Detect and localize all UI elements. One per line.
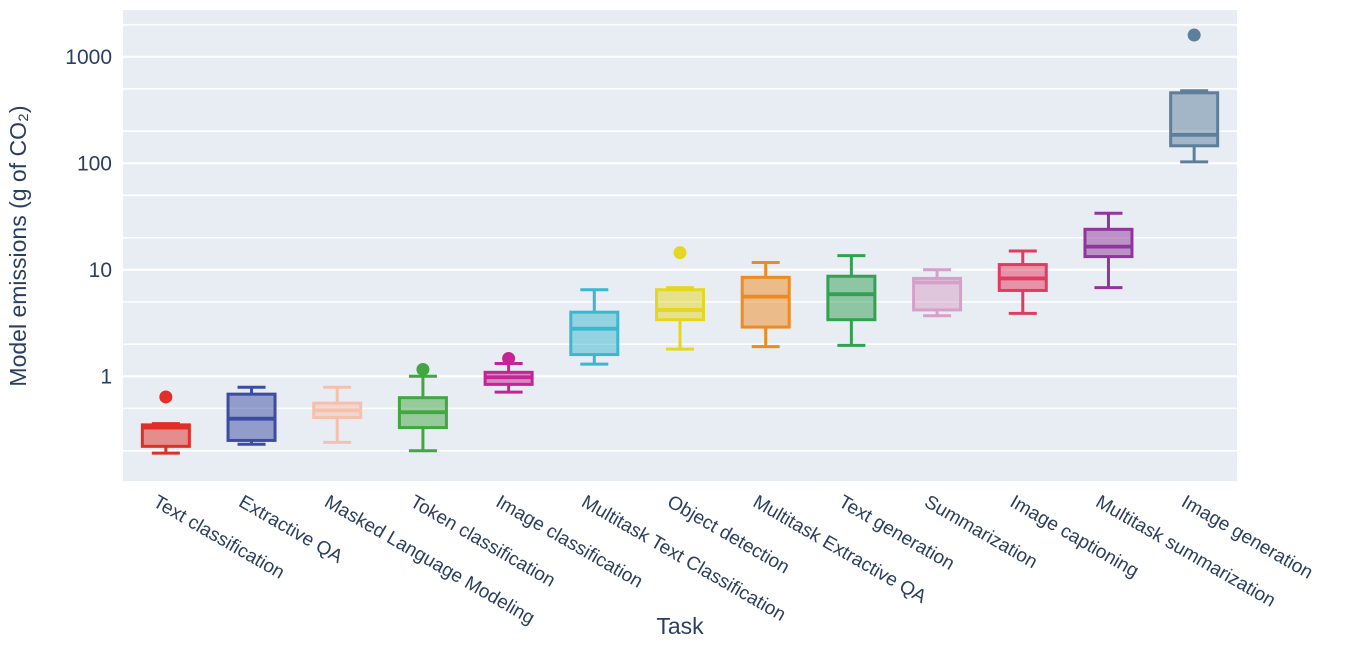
x-axis-title: Task — [656, 613, 704, 639]
outlier-point[interactable] — [1187, 28, 1201, 42]
box-masked-language-modeling[interactable] — [312, 385, 363, 444]
box-text-generation[interactable] — [826, 254, 877, 347]
plot-background — [123, 10, 1237, 481]
outlier-point[interactable] — [502, 351, 516, 365]
iqr-box — [1083, 227, 1134, 259]
outlier-point[interactable] — [159, 390, 173, 404]
box-multitask-extractive-qa[interactable] — [740, 261, 791, 349]
box-token-classification[interactable] — [397, 362, 448, 453]
iqr-box — [740, 275, 791, 329]
box-image-classification[interactable] — [483, 351, 534, 394]
box-text-classification[interactable] — [140, 390, 191, 455]
plot-area — [123, 10, 1237, 481]
outlier-point[interactable] — [673, 246, 687, 260]
x-tick-label: Image classification — [492, 492, 646, 593]
x-tick-label: Token classification — [406, 492, 558, 592]
x-tick-group: Token classification — [406, 492, 558, 592]
iqr-box — [1169, 91, 1220, 148]
y-tick-label: 100 — [77, 152, 112, 175]
y-tick-label: 1000 — [65, 46, 112, 69]
iqr-box — [569, 310, 620, 357]
box-summarization[interactable] — [912, 268, 963, 318]
box-multitask-text-classification[interactable] — [569, 288, 620, 366]
x-tick-group: Image classification — [492, 492, 646, 593]
y-tick-label: 1 — [100, 365, 112, 388]
y-axis-title: Model emissions (g of CO₂) — [5, 105, 31, 386]
box-image-captioning[interactable] — [997, 249, 1048, 315]
iqr-box — [655, 288, 705, 322]
box-image-generation[interactable] — [1169, 28, 1220, 164]
box-extractive-qa[interactable] — [226, 385, 277, 446]
iqr-box — [140, 423, 191, 448]
iqr-box — [826, 274, 877, 322]
outlier-point[interactable] — [416, 362, 430, 376]
box-object-detection[interactable] — [655, 246, 705, 351]
box-multitask-summarization[interactable] — [1083, 211, 1134, 290]
y-tick-label: 10 — [89, 259, 112, 282]
